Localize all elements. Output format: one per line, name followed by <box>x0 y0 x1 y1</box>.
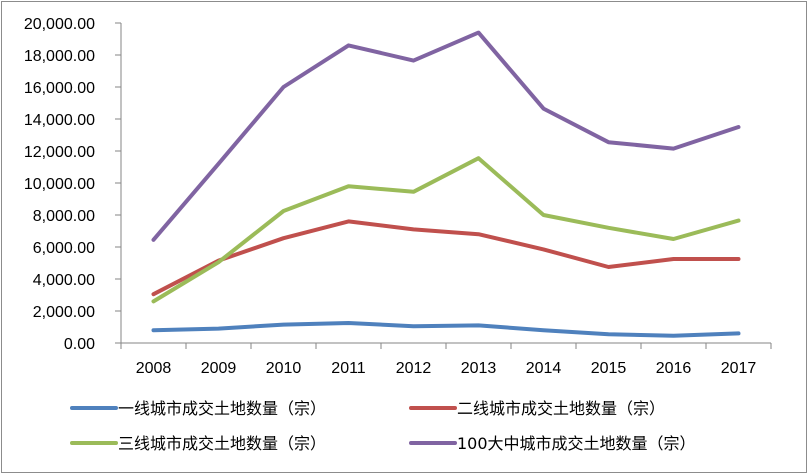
x-tick-label: 2014 <box>526 360 562 377</box>
y-tick-label: 0.00 <box>64 336 95 353</box>
x-tick-label: 2010 <box>266 360 302 377</box>
x-tick-label: 2012 <box>396 360 432 377</box>
x-tick-label: 2015 <box>591 360 627 377</box>
y-tick-label: 10,000.00 <box>24 176 95 193</box>
series-line-1 <box>151 321 741 338</box>
y-tick-label: 6,000.00 <box>33 240 95 257</box>
y-tick-label: 4,000.00 <box>33 272 95 289</box>
series-line-3 <box>151 156 741 304</box>
x-tick-label: 2013 <box>461 360 497 377</box>
series-line-4 <box>151 30 741 242</box>
y-tick-label: 18,000.00 <box>24 48 95 65</box>
y-tick-label: 8,000.00 <box>33 208 95 225</box>
x-tick-label: 2009 <box>201 360 237 377</box>
series-line-2 <box>151 219 741 297</box>
x-tick-label: 2008 <box>136 360 172 377</box>
y-tick-label: 2,000.00 <box>33 304 95 321</box>
y-tick-label: 16,000.00 <box>24 80 95 97</box>
chart-axes: 0.00 2,000.00 4,000.00 6,000.00 8,000.00 10,0… <box>24 16 772 377</box>
x-tick-label: 2011 <box>331 360 366 377</box>
legend-label-2: 二线城市成交土地数量（宗） <box>457 399 665 418</box>
y-tick-label: 12,000.00 <box>24 144 95 161</box>
x-tick-label: 2016 <box>656 360 692 377</box>
chart-legend: 一线城市成交土地数量（宗） 二线城市成交土地数量（宗） 三线城市成交土地数量（宗） 1… <box>70 399 696 453</box>
legend-label-1: 一线城市成交土地数量（宗） <box>118 399 326 418</box>
legend-label-3: 三线城市成交土地数量（宗） <box>118 434 326 453</box>
y-tick-label: 14,000.00 <box>24 112 95 129</box>
chart-series-lines <box>151 30 741 338</box>
legend-label-4: 100大中城市成交土地数量（宗） <box>457 434 696 453</box>
y-tick-label: 20,000.00 <box>24 16 95 33</box>
x-tick-label: 2017 <box>721 360 757 377</box>
